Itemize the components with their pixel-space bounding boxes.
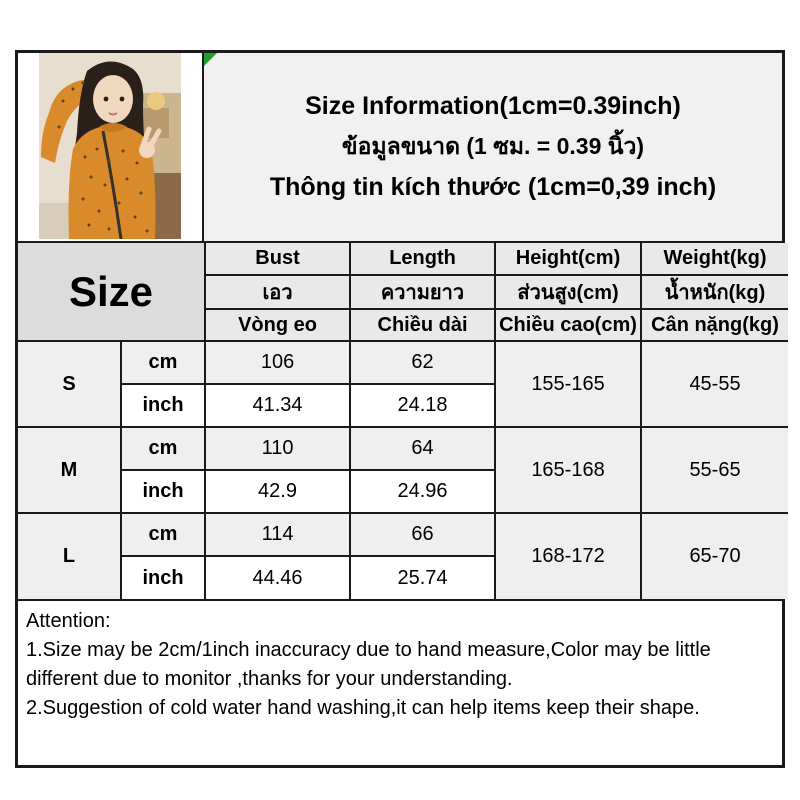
unit-cm-m: cm [119, 426, 207, 471]
size-l-cell: L [17, 512, 122, 600]
top-section: Size Information(1cm=0.39inch) ข้อมูลขนา… [18, 53, 782, 243]
attention-heading: Attention: [26, 610, 111, 632]
l-weight-range: 65-70 [640, 512, 790, 600]
m-bust-inch: 42.9 [204, 469, 352, 514]
unit-inch-l: inch [119, 555, 207, 600]
unit-cm-l: cm [119, 512, 207, 557]
s-height-range: 155-165 [494, 340, 643, 428]
attention-section: Attention: 1.Size may be 2cm/1inch inacc… [18, 599, 782, 765]
table-row-l-cm: L cm 114 66 168-172 65-70 [17, 512, 790, 600]
product-photo [39, 53, 181, 239]
s-bust-cm: 106 [204, 340, 352, 385]
title-thai: ข้อมูลขนาด (1 ซม. = 0.39 นิ้ว) [341, 133, 645, 159]
l-length-cm: 66 [349, 512, 497, 557]
header-row-vietnamese: Vòng eo Chiều dài Chiều cao(cm) Cân nặng… [18, 308, 790, 342]
header-row-thai: เอว ความยาว ส่วนสูง(cm) น้ำหนัก(kg) [18, 274, 790, 310]
attention-note-1: 1.Size may be 2cm/1inch inaccuracy due t… [26, 639, 711, 690]
l-bust-inch: 44.46 [204, 555, 352, 600]
size-table: Size Bust Length Height(cm) Weight(kg) เ… [16, 242, 790, 600]
table-row-s-cm: S cm 106 62 155-165 45-55 [17, 340, 790, 428]
s-weight-range: 45-55 [640, 340, 790, 428]
header-length-en: Length [349, 242, 497, 276]
header-length-th: ความยาว [349, 274, 497, 310]
l-bust-cm: 114 [204, 512, 352, 557]
green-corner-marker-icon [204, 53, 217, 66]
table-row-s-inch: inch 41.34 24.18 [18, 383, 788, 428]
header-weight-en: Weight(kg) [640, 242, 790, 276]
header-row-english: Size Bust Length Height(cm) Weight(kg) [16, 242, 790, 342]
size-s-cell: S [17, 340, 122, 428]
size-m-cell: M [17, 426, 122, 514]
unit-cm-s: cm [119, 340, 207, 385]
unit-inch-m: inch [119, 469, 207, 514]
l-length-inch: 25.74 [349, 555, 497, 600]
m-length-cm: 64 [349, 426, 497, 471]
m-length-inch: 24.96 [349, 469, 497, 514]
title-english: Size Information(1cm=0.39inch) [305, 92, 681, 120]
table-row-m-inch: inch 42.9 24.96 [18, 469, 788, 514]
s-length-inch: 24.18 [349, 383, 497, 428]
attention-note-2: 2.Suggestion of cold water hand washing,… [26, 697, 700, 719]
header-bust-vi: Vòng eo [204, 308, 352, 342]
table-row-l-inch: inch 44.46 25.74 [18, 555, 788, 600]
header-height-vi: Chiều cao(cm) [494, 308, 643, 342]
header-weight-th: น้ำหนัก(kg) [640, 274, 790, 310]
title-vietnamese: Thông tin kích thước (1cm=0,39 inch) [269, 173, 717, 201]
m-bust-cm: 110 [204, 426, 352, 471]
header-height-th: ส่วนสูง(cm) [494, 274, 643, 310]
header-length-vi: Chiều dài [349, 308, 497, 342]
table-row-m-cm: M cm 110 64 165-168 55-65 [17, 426, 790, 514]
photo-cell [18, 53, 204, 241]
title-cell: Size Information(1cm=0.39inch) ข้อมูลขนา… [204, 53, 782, 241]
size-header-cell: Size [16, 242, 207, 342]
header-weight-vi: Cân nặng(kg) [640, 308, 790, 342]
m-height-range: 165-168 [494, 426, 643, 514]
product-photo-illustration [39, 53, 181, 239]
s-bust-inch: 41.34 [204, 383, 352, 428]
header-bust-en: Bust [204, 242, 352, 276]
size-chart-sheet: Size Information(1cm=0.39inch) ข้อมูลขนา… [15, 50, 790, 768]
unit-inch-s: inch [119, 383, 207, 428]
s-length-cm: 62 [349, 340, 497, 385]
l-height-range: 168-172 [494, 512, 643, 600]
header-height-en: Height(cm) [494, 242, 643, 276]
m-weight-range: 55-65 [640, 426, 790, 514]
header-bust-th: เอว [204, 274, 352, 310]
